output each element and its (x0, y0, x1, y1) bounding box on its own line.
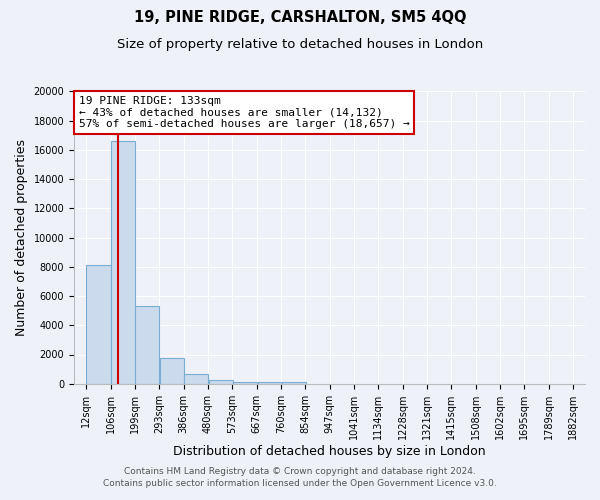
Bar (257, 382, 282, 384)
X-axis label: Distribution of detached houses by size in London: Distribution of detached houses by size … (173, 444, 486, 458)
Text: 19, PINE RIDGE, CARSHALTON, SM5 4QQ: 19, PINE RIDGE, CARSHALTON, SM5 4QQ (134, 10, 466, 25)
Bar (184, 374, 208, 384)
Bar (233, 382, 257, 384)
Bar (111, 141, 135, 384)
Bar (135, 306, 160, 384)
Text: 19 PINE RIDGE: 133sqm
← 43% of detached houses are smaller (14,132)
57% of semi-: 19 PINE RIDGE: 133sqm ← 43% of detached … (79, 96, 410, 129)
Text: Contains HM Land Registry data © Crown copyright and database right 2024.
Contai: Contains HM Land Registry data © Crown c… (103, 466, 497, 487)
Bar (86, 266, 110, 384)
Y-axis label: Number of detached properties: Number of detached properties (15, 139, 28, 336)
Bar (282, 382, 306, 384)
Text: Size of property relative to detached houses in London: Size of property relative to detached ho… (117, 38, 483, 51)
Bar (209, 380, 233, 384)
Bar (160, 358, 184, 384)
